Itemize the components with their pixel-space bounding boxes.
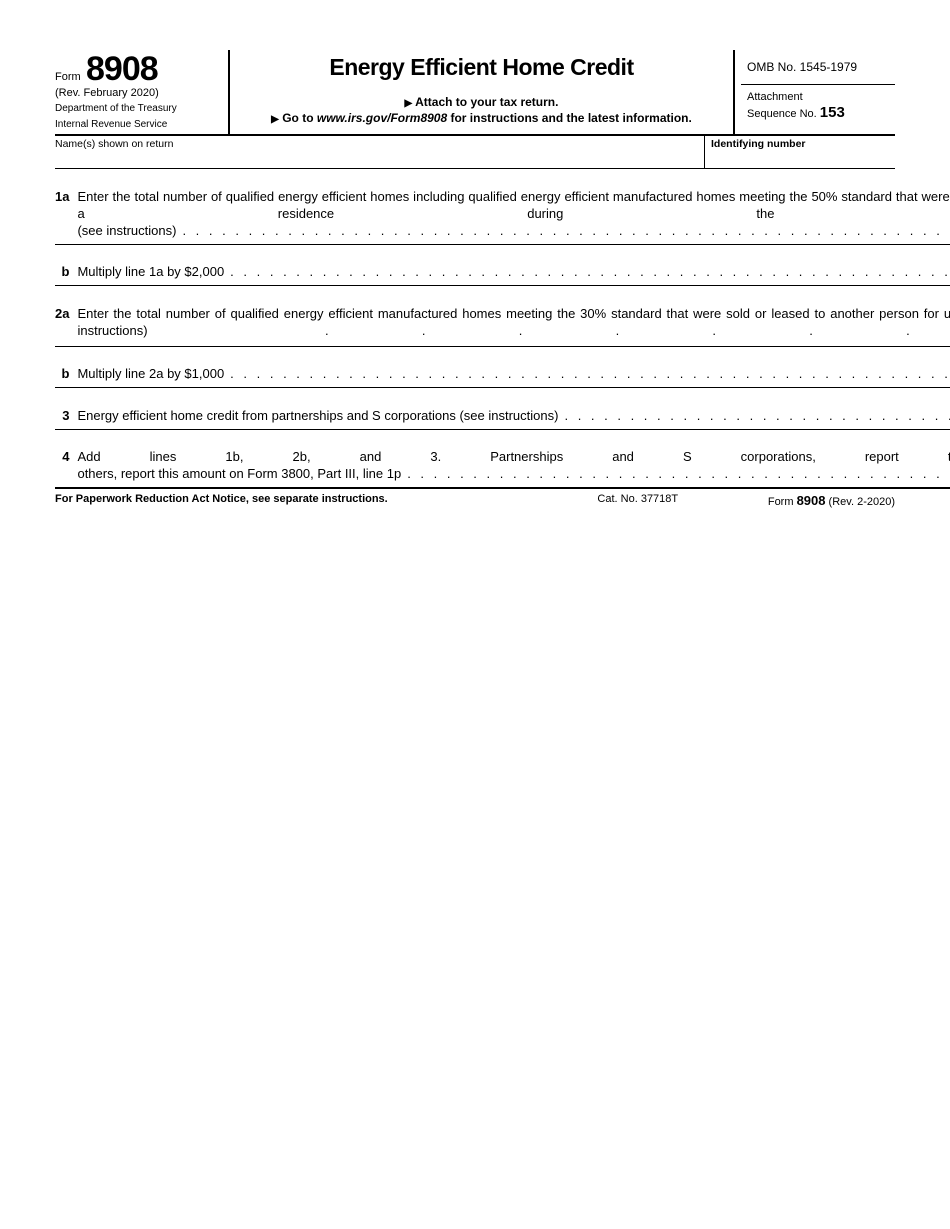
attachment-label: Attachment [747, 91, 803, 103]
paperwork-notice: For Paperwork Reduction Act Notice, see … [55, 493, 388, 508]
goto-url: www.irs.gov/Form8908 [317, 111, 447, 125]
form-footer: For Paperwork Reduction Act Notice, see … [55, 489, 895, 508]
line-2a-text: Enter the total number of qualified ener… [77, 306, 950, 340]
line-3: 3 Energy efficient home credit from part… [55, 402, 950, 430]
line-number-2b: b [55, 360, 77, 388]
leader-dots: . . . . . . . . . . . . . . . . . . . . … [564, 408, 950, 423]
form-word: Form [55, 71, 81, 83]
right-arrow-icon: ▶ [271, 114, 279, 125]
catalog-number: Cat. No. 37718T [508, 493, 768, 508]
line-number-1a: 1a [55, 183, 77, 244]
header-middle: Energy Efficient Home Credit ▶ Attach to… [230, 50, 735, 134]
form-title: Energy Efficient Home Credit [240, 54, 723, 81]
attachment-sequence: Attachment Sequence No. 153 [741, 85, 895, 123]
goto-instruction: ▶ Go to www.irs.gov/Form8908 for instruc… [240, 111, 723, 125]
line-2b-text: Multiply line 2a by $1,000 [77, 366, 224, 381]
footer-form-prefix: Form [768, 496, 797, 508]
sequence-label: Sequence No. [747, 108, 820, 120]
footer-form-ref: Form 8908 (Rev. 2-2020) [768, 493, 895, 508]
line-4-text1: Add lines 1b, 2b, and 3. Partnerships an… [77, 449, 950, 466]
leader-dots: . . . . . . . . . . . . . . . . . . . . … [230, 264, 950, 279]
line-1a-text: Enter the total number of qualified ener… [77, 189, 950, 223]
line-1a-see: (see instructions) [77, 223, 176, 238]
leader-dots: . . . . . . . . . . . . . . . . . . . . … [230, 366, 950, 381]
dept-irs: Internal Revenue Service [55, 119, 222, 131]
attach-instruction: ▶ Attach to your tax return. [240, 95, 723, 109]
line-2b: b Multiply line 2a by $1,000 . . . . . .… [55, 360, 950, 388]
name-id-row: Name(s) shown on return Identifying numb… [55, 136, 895, 169]
header-left: Form 8908 (Rev. February 2020) Departmen… [55, 50, 230, 134]
line-1b-text: Multiply line 1a by $2,000 [77, 264, 224, 279]
identifying-number-label: Identifying number [705, 136, 895, 168]
line-4: 4 Add lines 1b, 2b, and 3. Partnerships … [55, 443, 950, 488]
dept-treasury: Department of the Treasury [55, 103, 222, 115]
leader-dots: . . . . . . . . . . [235, 323, 950, 338]
line-2a: 2a Enter the total number of qualified e… [55, 300, 950, 346]
omb-number: OMB No. 1545-1979 [741, 50, 895, 85]
form-number: 8908 [86, 50, 158, 89]
header-right: OMB No. 1545-1979 Attachment Sequence No… [735, 50, 895, 134]
line-4-text2: others, report this amount on Form 3800,… [77, 466, 401, 481]
line-number-2a: 2a [55, 300, 77, 346]
leader-dots: . . . . . . . . . . . . . . . . . . . . … [182, 223, 950, 238]
line-number-4: 4 [55, 443, 77, 488]
footer-form-number: 8908 [797, 493, 826, 508]
line-number-3: 3 [55, 402, 77, 430]
name-field-label: Name(s) shown on return [55, 136, 705, 168]
right-arrow-icon: ▶ [405, 98, 413, 109]
sequence-number: 153 [820, 104, 845, 121]
line-1b: b Multiply line 1a by $2,000 . . . . . .… [55, 258, 950, 286]
line-3-text: Energy efficient home credit from partne… [77, 408, 558, 423]
footer-form-suffix: (Rev. 2-2020) [826, 496, 896, 508]
line-1a: 1a Enter the total number of qualified e… [55, 183, 950, 244]
attach-text: Attach to your tax return. [415, 95, 558, 109]
form-header: Form 8908 (Rev. February 2020) Departmen… [55, 50, 895, 136]
lines-table: 1a Enter the total number of qualified e… [55, 169, 950, 489]
form-revision: (Rev. February 2020) [55, 87, 222, 99]
line-number-1b: b [55, 258, 77, 286]
goto-prefix: Go to [282, 111, 317, 125]
goto-suffix: for instructions and the latest informat… [447, 111, 692, 125]
form-8908: Form 8908 (Rev. February 2020) Departmen… [0, 0, 950, 508]
leader-dots: . . . . . . . . . . . . . . . . . . . . … [407, 466, 950, 481]
